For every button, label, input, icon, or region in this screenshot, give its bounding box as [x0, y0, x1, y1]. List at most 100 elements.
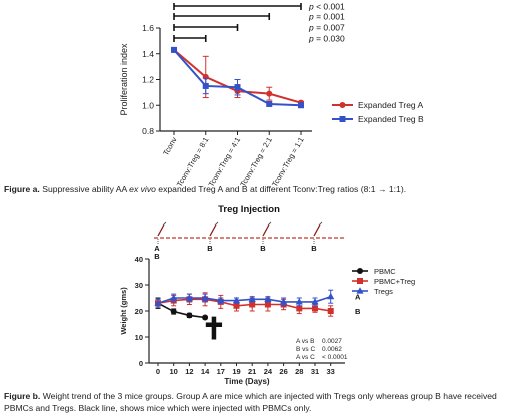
- syringe-plunger-icon-2: [267, 221, 272, 226]
- legend-label-0: Expanded Treg A: [358, 100, 424, 110]
- death-cross-icon: ✝: [201, 313, 226, 346]
- legend-label-1: Expanded Treg B: [358, 114, 424, 124]
- figure-a-caption-text-2: expanded Treg A and B at different Tconv…: [155, 184, 407, 194]
- x-tick-label-8: 26: [279, 367, 287, 376]
- syringe-icon-3: [313, 224, 321, 237]
- y-tick-label-4: 40: [135, 255, 143, 264]
- x-tick-label-5: 19: [232, 367, 240, 376]
- data-point-1-6: [249, 301, 256, 308]
- data-point-1-5: [233, 302, 240, 309]
- data-point-0-3: [202, 314, 209, 321]
- y-tick-label-3: 1.4: [142, 49, 154, 59]
- p-value-label-2: p = 0.007: [308, 23, 345, 33]
- x-tick-label-1: Tconv:Treg = 8:1: [175, 136, 211, 189]
- x-tick-label-0: Tconv: [161, 135, 179, 157]
- data-point-1-9: [296, 305, 303, 312]
- legend-label-0: PBMC: [374, 267, 396, 276]
- y-tick-label-0: 0.8: [142, 126, 154, 136]
- data-point-0-1: [170, 308, 177, 315]
- legend-marker-0: [357, 268, 363, 274]
- p-value-label-0: p < 0.001: [308, 2, 345, 12]
- data-point-2-2: [185, 294, 193, 301]
- data-point-2-6: [248, 295, 256, 302]
- y-tick-label-1: 10: [135, 333, 143, 342]
- p-symbol-2: p: [308, 23, 314, 33]
- legend-marker-0: [339, 102, 346, 108]
- data-point-2-10: [311, 298, 319, 305]
- legend-marker-2: [356, 287, 364, 294]
- data-point-1-2: [234, 84, 241, 91]
- x-tick-label-1: 10: [170, 367, 178, 376]
- x-tick-label-9: 28: [295, 367, 303, 376]
- syringe-icon-0: [157, 224, 165, 237]
- injection-label-0-0: A: [154, 244, 160, 253]
- p-value-label-3: p = 0.030: [308, 34, 345, 44]
- legend-label-1: PBMC+Treg: [374, 277, 415, 286]
- stat-value-0: 0.0027: [322, 338, 342, 345]
- group-label-0: A: [355, 293, 361, 302]
- injection-label-2-0: B: [260, 244, 266, 253]
- figure-a-caption: Figure a. Suppressive ability AA ex vivo…: [4, 184, 518, 196]
- x-tick-label-11: 33: [327, 367, 335, 376]
- stat-pair-1: B vs C: [296, 346, 315, 353]
- data-point-2-11: [327, 292, 335, 300]
- syringe-icon-1: [209, 224, 217, 237]
- data-point-2-3: [201, 294, 209, 301]
- p-value-label-1: p = 0.001: [308, 12, 345, 22]
- stat-value-2: < 0.0001: [322, 354, 348, 361]
- data-point-2-8: [280, 298, 288, 305]
- x-tick-label-3: Tconv:Treg = 2:1: [238, 136, 274, 189]
- legend-label-2: Tregs: [374, 287, 393, 296]
- y-tick-label-4: 1.6: [142, 23, 154, 33]
- stat-pair-2: A vs C: [296, 354, 315, 361]
- injection-label-3-0: B: [311, 244, 317, 253]
- data-point-1-0: [171, 46, 177, 53]
- x-axis-label: Time (Days): [224, 377, 270, 386]
- syringe-plunger-icon-3: [318, 221, 323, 226]
- x-tick-label-4: Tconv:Treg = 1:1: [270, 136, 306, 189]
- x-tick-label-3: 14: [201, 367, 210, 376]
- x-tick-label-2: 12: [185, 367, 193, 376]
- y-axis-label: Proliferation index: [119, 43, 129, 116]
- x-tick-label-4: 17: [217, 367, 225, 376]
- y-tick-label-2: 1.2: [142, 75, 154, 85]
- x-tick-label-10: 31: [311, 367, 319, 376]
- y-tick-label-3: 30: [135, 281, 143, 290]
- data-point-2-5: [232, 296, 241, 304]
- data-point-2-0: [154, 299, 162, 306]
- figure-a-caption-label: Figure a.: [4, 184, 40, 194]
- data-point-1-4: [298, 102, 304, 109]
- data-point-2-9: [295, 298, 303, 305]
- stat-value-1: 0.0062: [322, 346, 342, 353]
- x-tick-label-2: Tconv:Treg = 4:1: [207, 136, 243, 189]
- p-symbol-0: p: [308, 2, 314, 12]
- data-point-1-10: [312, 305, 318, 312]
- data-point-2-4: [217, 296, 225, 304]
- data-point-0-3: [266, 90, 273, 97]
- data-point-2-1: [170, 294, 178, 301]
- data-point-1-1: [202, 82, 209, 89]
- figure-a-caption-italic: ex vivo: [129, 184, 156, 194]
- figure-b-caption-text: Weight trend of the 3 mice groups. Group…: [4, 391, 497, 413]
- figure-a-caption-text-1: Suppressive ability AA: [42, 184, 130, 194]
- figure-b-caption: Figure b. Weight trend of the 3 mice gro…: [4, 391, 518, 414]
- data-point-1-11: [327, 308, 334, 314]
- data-point-1-7: [264, 301, 271, 308]
- injection-title: Treg Injection: [218, 204, 280, 215]
- y-axis-label: Weight (gms): [119, 287, 128, 335]
- p-symbol-3: p: [308, 34, 314, 44]
- stat-pair-0: A vs B: [296, 338, 314, 345]
- figure-b-caption-label: Figure b.: [4, 391, 41, 401]
- syringe-plunger-icon-0: [162, 221, 167, 226]
- data-point-1-3: [266, 100, 273, 107]
- series-line-1: [157, 298, 331, 312]
- syringe-plunger-icon-1: [214, 221, 219, 226]
- group-label-1: B: [355, 307, 361, 316]
- y-tick-label-0: 0: [139, 359, 143, 368]
- series-line-0: [157, 302, 206, 319]
- x-tick-label-6: 21: [248, 367, 256, 376]
- data-point-0-2: [186, 312, 193, 319]
- series-line-2: [157, 295, 331, 304]
- injection-label-0-1: B: [154, 252, 160, 261]
